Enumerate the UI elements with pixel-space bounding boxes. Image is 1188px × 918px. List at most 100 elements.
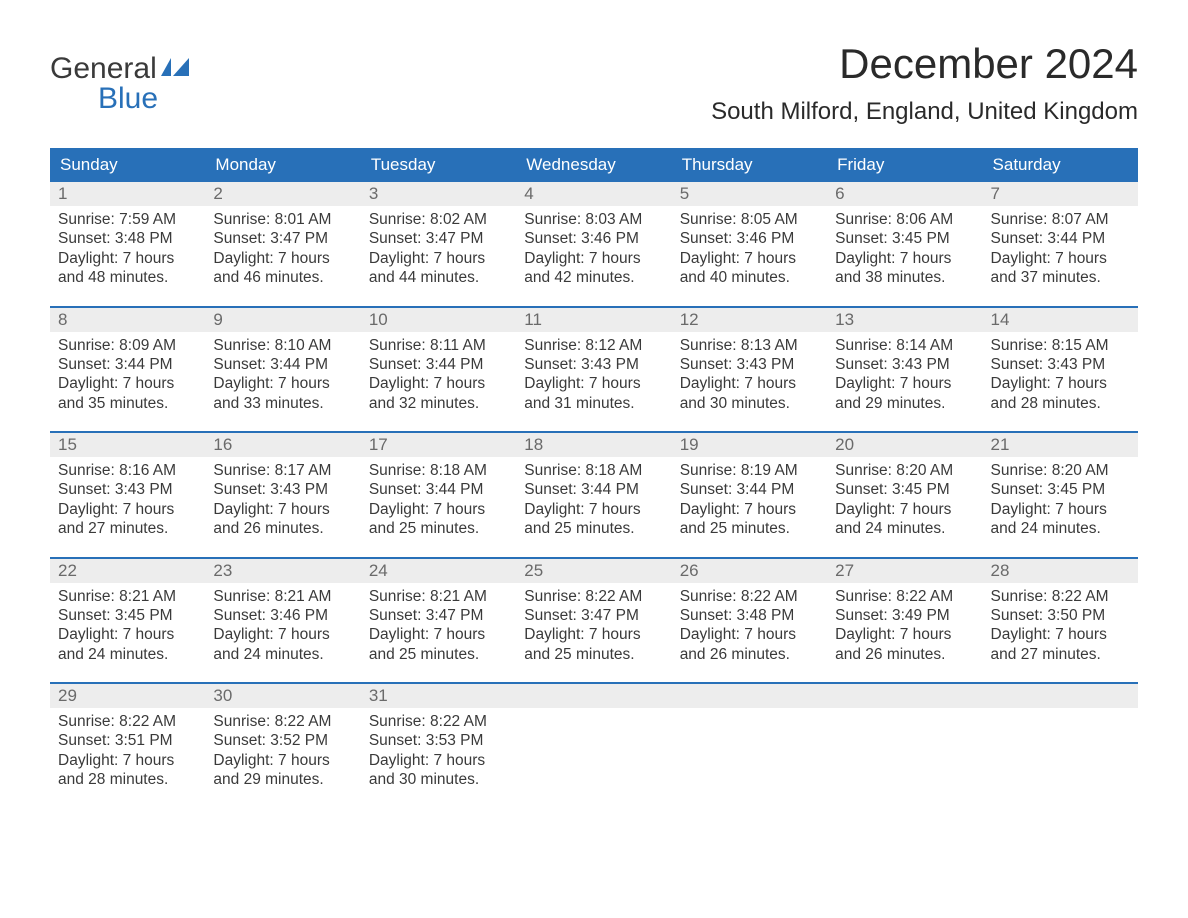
daylight-text: and 27 minutes. (58, 519, 197, 538)
day-cell: 29Sunrise: 8:22 AMSunset: 3:51 PMDayligh… (50, 684, 205, 808)
sunset-text: Sunset: 3:46 PM (680, 229, 819, 248)
day-number: 4 (516, 182, 671, 206)
sunset-text: Sunset: 3:47 PM (524, 606, 663, 625)
daylight-text: and 24 minutes. (991, 519, 1130, 538)
day-number: 7 (983, 182, 1138, 206)
day-cell: 10Sunrise: 8:11 AMSunset: 3:44 PMDayligh… (361, 308, 516, 432)
sunrise-text: Sunrise: 8:01 AM (213, 210, 352, 229)
week-row: 15Sunrise: 8:16 AMSunset: 3:43 PMDayligh… (50, 431, 1138, 557)
sunset-text: Sunset: 3:47 PM (369, 229, 508, 248)
day-cell: 24Sunrise: 8:21 AMSunset: 3:47 PMDayligh… (361, 559, 516, 683)
daylight-text: and 25 minutes. (680, 519, 819, 538)
day-body: Sunrise: 8:21 AMSunset: 3:45 PMDaylight:… (50, 583, 205, 665)
day-body: Sunrise: 8:21 AMSunset: 3:47 PMDaylight:… (361, 583, 516, 665)
sunset-text: Sunset: 3:43 PM (680, 355, 819, 374)
day-cell (672, 684, 827, 808)
dow-header-row: Sunday Monday Tuesday Wednesday Thursday… (50, 148, 1138, 182)
daylight-text: Daylight: 7 hours (835, 625, 974, 644)
sunrise-text: Sunrise: 8:09 AM (58, 336, 197, 355)
daylight-text: and 27 minutes. (991, 645, 1130, 664)
sunrise-text: Sunrise: 8:03 AM (524, 210, 663, 229)
day-number (827, 684, 982, 708)
dow-cell: Wednesday (516, 148, 671, 182)
day-number: 22 (50, 559, 205, 583)
day-body: Sunrise: 8:22 AMSunset: 3:47 PMDaylight:… (516, 583, 671, 665)
sunset-text: Sunset: 3:44 PM (213, 355, 352, 374)
day-number: 25 (516, 559, 671, 583)
day-cell: 21Sunrise: 8:20 AMSunset: 3:45 PMDayligh… (983, 433, 1138, 557)
day-number: 11 (516, 308, 671, 332)
day-body: Sunrise: 8:18 AMSunset: 3:44 PMDaylight:… (361, 457, 516, 539)
day-body (827, 708, 982, 712)
day-number: 18 (516, 433, 671, 457)
sunset-text: Sunset: 3:44 PM (58, 355, 197, 374)
sunrise-text: Sunrise: 8:18 AM (369, 461, 508, 480)
sunrise-text: Sunrise: 8:22 AM (835, 587, 974, 606)
day-body: Sunrise: 8:09 AMSunset: 3:44 PMDaylight:… (50, 332, 205, 414)
day-body: Sunrise: 8:03 AMSunset: 3:46 PMDaylight:… (516, 206, 671, 288)
daylight-text: and 25 minutes. (369, 519, 508, 538)
daylight-text: Daylight: 7 hours (991, 249, 1130, 268)
sunrise-text: Sunrise: 8:21 AM (369, 587, 508, 606)
day-cell: 6Sunrise: 8:06 AMSunset: 3:45 PMDaylight… (827, 182, 982, 306)
day-cell (983, 684, 1138, 808)
day-body: Sunrise: 8:18 AMSunset: 3:44 PMDaylight:… (516, 457, 671, 539)
sunset-text: Sunset: 3:46 PM (213, 606, 352, 625)
daylight-text: and 31 minutes. (524, 394, 663, 413)
day-number: 27 (827, 559, 982, 583)
daylight-text: Daylight: 7 hours (213, 374, 352, 393)
daylight-text: and 32 minutes. (369, 394, 508, 413)
day-cell: 16Sunrise: 8:17 AMSunset: 3:43 PMDayligh… (205, 433, 360, 557)
daylight-text: Daylight: 7 hours (58, 374, 197, 393)
daylight-text: and 25 minutes. (369, 645, 508, 664)
week-row: 29Sunrise: 8:22 AMSunset: 3:51 PMDayligh… (50, 682, 1138, 808)
day-number: 2 (205, 182, 360, 206)
sunrise-text: Sunrise: 8:02 AM (369, 210, 508, 229)
day-cell (516, 684, 671, 808)
week-row: 1Sunrise: 7:59 AMSunset: 3:48 PMDaylight… (50, 182, 1138, 306)
logo-text-top: General (50, 54, 157, 84)
sunrise-text: Sunrise: 8:11 AM (369, 336, 508, 355)
day-cell: 18Sunrise: 8:18 AMSunset: 3:44 PMDayligh… (516, 433, 671, 557)
day-cell (827, 684, 982, 808)
day-number: 29 (50, 684, 205, 708)
daylight-text: and 30 minutes. (680, 394, 819, 413)
sunrise-text: Sunrise: 8:22 AM (369, 712, 508, 731)
day-number (516, 684, 671, 708)
daylight-text: and 40 minutes. (680, 268, 819, 287)
day-body: Sunrise: 8:22 AMSunset: 3:51 PMDaylight:… (50, 708, 205, 790)
sunset-text: Sunset: 3:50 PM (991, 606, 1130, 625)
day-number: 20 (827, 433, 982, 457)
sunset-text: Sunset: 3:53 PM (369, 731, 508, 750)
sunset-text: Sunset: 3:45 PM (58, 606, 197, 625)
sunset-text: Sunset: 3:44 PM (680, 480, 819, 499)
dow-cell: Saturday (983, 148, 1138, 182)
daylight-text: Daylight: 7 hours (213, 249, 352, 268)
day-cell: 15Sunrise: 8:16 AMSunset: 3:43 PMDayligh… (50, 433, 205, 557)
daylight-text: Daylight: 7 hours (680, 374, 819, 393)
sunset-text: Sunset: 3:52 PM (213, 731, 352, 750)
day-cell: 27Sunrise: 8:22 AMSunset: 3:49 PMDayligh… (827, 559, 982, 683)
day-cell: 22Sunrise: 8:21 AMSunset: 3:45 PMDayligh… (50, 559, 205, 683)
day-body (983, 708, 1138, 712)
day-number (672, 684, 827, 708)
sunset-text: Sunset: 3:47 PM (213, 229, 352, 248)
day-cell: 17Sunrise: 8:18 AMSunset: 3:44 PMDayligh… (361, 433, 516, 557)
day-number (983, 684, 1138, 708)
day-body: Sunrise: 8:20 AMSunset: 3:45 PMDaylight:… (983, 457, 1138, 539)
sunset-text: Sunset: 3:44 PM (524, 480, 663, 499)
day-number: 30 (205, 684, 360, 708)
day-body (672, 708, 827, 712)
daylight-text: and 24 minutes. (213, 645, 352, 664)
day-body: Sunrise: 8:06 AMSunset: 3:45 PMDaylight:… (827, 206, 982, 288)
day-number: 26 (672, 559, 827, 583)
daylight-text: Daylight: 7 hours (369, 374, 508, 393)
sunrise-text: Sunrise: 8:22 AM (991, 587, 1130, 606)
day-cell: 26Sunrise: 8:22 AMSunset: 3:48 PMDayligh… (672, 559, 827, 683)
day-number: 3 (361, 182, 516, 206)
daylight-text: Daylight: 7 hours (369, 249, 508, 268)
day-body: Sunrise: 8:22 AMSunset: 3:52 PMDaylight:… (205, 708, 360, 790)
day-cell: 12Sunrise: 8:13 AMSunset: 3:43 PMDayligh… (672, 308, 827, 432)
daylight-text: and 46 minutes. (213, 268, 352, 287)
day-number: 17 (361, 433, 516, 457)
